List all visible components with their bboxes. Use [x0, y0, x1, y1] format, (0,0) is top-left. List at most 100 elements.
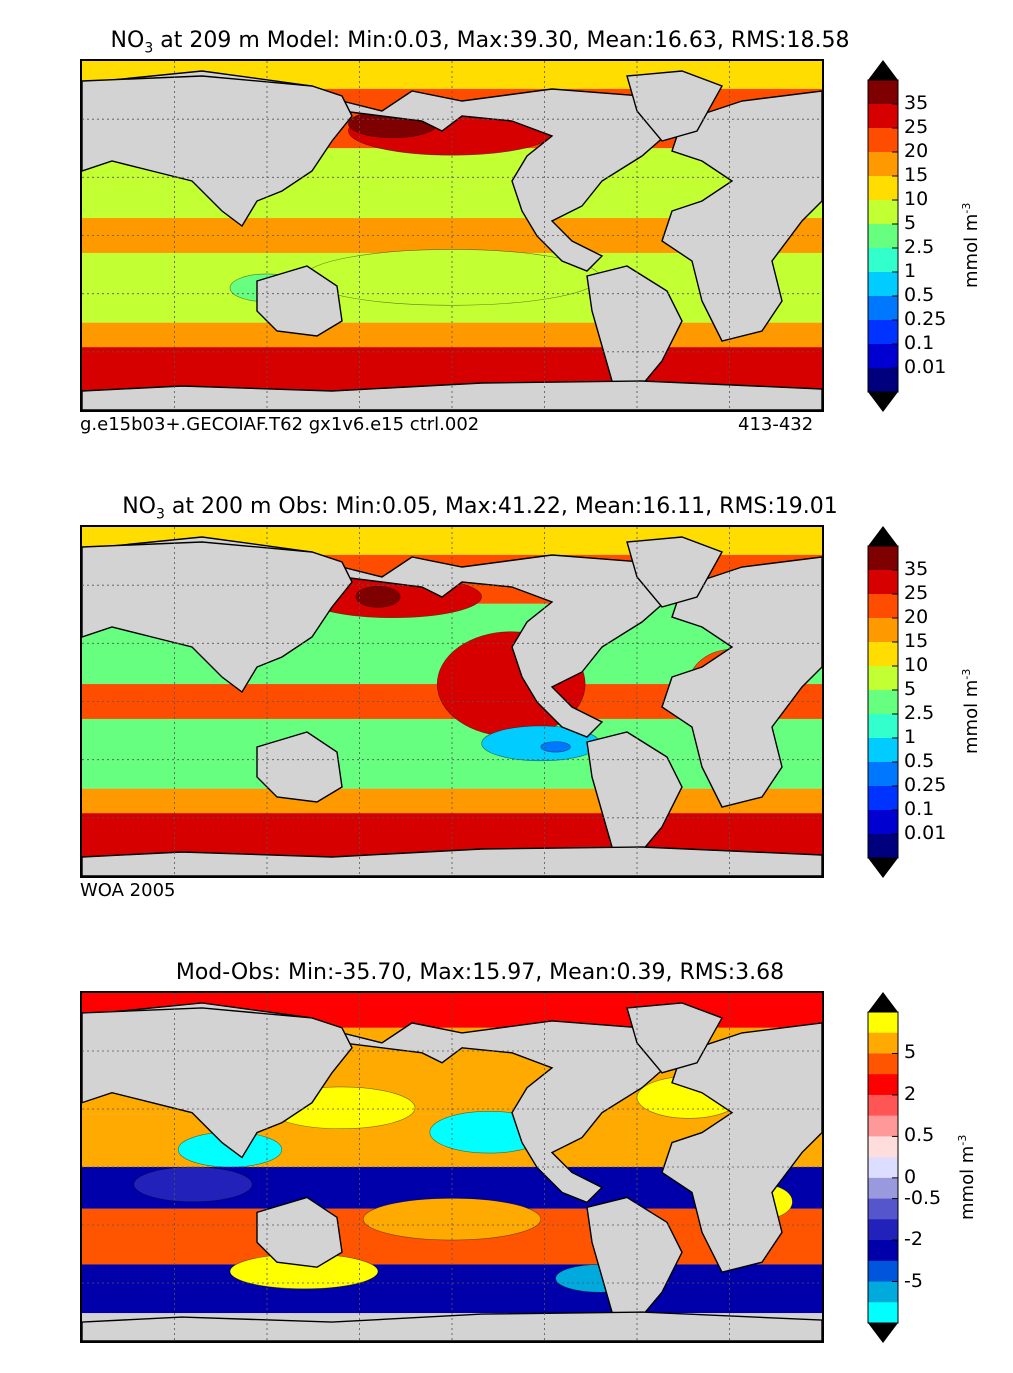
colorbar-segment — [868, 296, 898, 321]
colorbar-segment — [868, 1053, 898, 1075]
land-eurasia — [82, 541, 353, 694]
colorbar-tick-label: 5 — [904, 212, 917, 234]
colorbar-tick-label: 20 — [904, 140, 929, 162]
title-subscript: 3 — [144, 40, 154, 57]
map-canvas — [82, 993, 822, 1341]
colorbar-segment — [868, 762, 898, 787]
colorbar-canvas — [867, 60, 899, 412]
footer-left: WOA 2005 — [80, 880, 176, 901]
colorbar-tick-label: 0 — [904, 1165, 917, 1188]
colorbar-segment — [868, 666, 898, 691]
colorbar-under-arrow — [868, 392, 898, 412]
colorbar-segment — [868, 1115, 898, 1137]
colorbar-tick-label: -5 — [904, 1269, 923, 1292]
colorbar-segment — [868, 248, 898, 273]
colorbar-segment — [868, 618, 898, 643]
colorbar-segment — [868, 570, 898, 595]
colorbar-frame — [867, 79, 899, 393]
land-northAmerica — [101, 70, 684, 272]
title-text: at 200 m Obs: Min:0.05, Max:41.22, Mean:… — [164, 494, 838, 519]
colorbar — [867, 992, 899, 1343]
land-australia — [256, 265, 343, 337]
footer-right: 413-432 — [738, 414, 814, 435]
colorbar-tick-label: 10 — [904, 188, 929, 210]
colorbar-tick-label: 15 — [904, 630, 929, 652]
colorbar-canvas — [867, 992, 899, 1343]
colorbar-segment — [868, 272, 898, 297]
colorbar — [867, 60, 899, 412]
map-canvas — [82, 61, 822, 410]
colorbar-canvas — [867, 526, 899, 878]
colorbar-over-arrow — [868, 60, 898, 80]
footer-left: g.e15b03+.GECOIAF.T62 gx1v6.e15 ctrl.002 — [80, 414, 480, 435]
colorbar-segment — [868, 810, 898, 835]
panel-title: NO3 at 200 m Obs: Min:0.05, Max:41.22, M… — [0, 494, 960, 522]
colorbar-segment — [868, 80, 898, 105]
colorbar — [867, 526, 899, 878]
colorbar-segment — [868, 1198, 898, 1220]
colorbar-segment — [868, 1012, 898, 1034]
colorbar-tick-label: 1 — [904, 726, 917, 748]
colorbar-segment — [868, 1281, 898, 1303]
land-australia — [256, 1196, 343, 1268]
colorbar-segment — [868, 1094, 898, 1117]
land-northAmerica — [101, 1002, 684, 1204]
colorbar-segment — [868, 176, 898, 201]
land-northAmerica — [101, 536, 684, 738]
colorbar-segment — [868, 1240, 898, 1262]
title-text: at 209 m Model: Min:0.03, Max:39.30, Mea… — [153, 28, 850, 53]
map-model — [80, 59, 824, 412]
colorbar-tick-label: 5 — [904, 678, 917, 700]
colorbar-tick-label: 0.01 — [904, 356, 947, 378]
colorbar-segment — [868, 834, 898, 859]
land-eurasia — [82, 75, 353, 228]
contour-region — [540, 741, 571, 753]
colorbar-under-arrow — [868, 1323, 898, 1343]
panel-title: Mod-Obs: Min:-35.70, Max:15.97, Mean:0.3… — [0, 960, 960, 985]
colorbar-segment — [868, 594, 898, 619]
colorbar-segment — [868, 344, 898, 369]
map-canvas — [82, 527, 822, 876]
colorbar-segment — [868, 738, 898, 763]
title-text: Mod-Obs: Min:-35.70, Max:15.97, Mean:0.3… — [175, 960, 785, 985]
colorbar-frame — [867, 545, 899, 859]
land-greenland — [626, 1002, 724, 1074]
colorbar-tick-label: 0.25 — [904, 308, 947, 330]
colorbar-segment — [868, 128, 898, 153]
colorbar-tick-label: 0.01 — [904, 822, 947, 844]
colorbar-tick-label: 0.5 — [904, 750, 935, 772]
colorbar-tick-label: 0.1 — [904, 332, 935, 354]
colorbar-segment — [868, 1157, 898, 1179]
colorbar-frame — [867, 1011, 899, 1324]
colorbar-segment — [868, 546, 898, 571]
land-layer — [82, 536, 822, 876]
colorbar-segment — [868, 642, 898, 667]
title-subscript: 3 — [155, 506, 165, 523]
colorbar-segment — [868, 1074, 898, 1096]
colorbar-segment — [868, 152, 898, 177]
colorbar-tick-label: 35 — [904, 92, 929, 114]
title-prefix: NO — [110, 28, 145, 53]
contour-region — [133, 1166, 253, 1203]
colorbar-over-arrow — [868, 526, 898, 546]
map-obs — [80, 525, 824, 878]
colorbar-tick-label: 2 — [904, 1082, 917, 1105]
colorbar-segment — [868, 1136, 898, 1158]
colorbar-segment — [868, 1177, 898, 1200]
colorbar-segment — [868, 224, 898, 249]
colorbar-segment — [868, 104, 898, 129]
colorbar-segment — [868, 368, 898, 393]
land-eurasia — [82, 1007, 353, 1159]
title-prefix: NO — [122, 494, 156, 519]
colorbar-tick-label: 2.5 — [904, 236, 935, 258]
colorbar-units: mmol m-3 — [956, 1134, 978, 1220]
panel-model: NO3 at 209 m Model: Min:0.03, Max:39.30,… — [0, 0, 1013, 450]
colorbar-tick-label: 15 — [904, 164, 929, 186]
colorbar-tick-label: 10 — [904, 654, 929, 676]
colorbar-segment — [868, 1219, 898, 1241]
colorbar-tick-label: 25 — [904, 582, 929, 604]
colorbar-segment — [868, 320, 898, 345]
panel-obs: NO3 at 200 m Obs: Min:0.05, Max:41.22, M… — [0, 494, 982, 901]
colorbar-tick-label: 0.5 — [904, 284, 935, 306]
colorbar-over-arrow — [868, 992, 898, 1012]
